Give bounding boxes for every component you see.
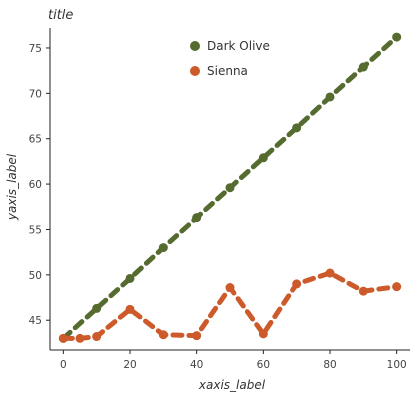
axes: 45 50 55 60 65 70 75 0 20 40 60 80 100 bbox=[29, 28, 410, 371]
data-point-sienna bbox=[292, 279, 302, 289]
x-tick-label: 80 bbox=[323, 359, 336, 371]
y-tick-label: 65 bbox=[29, 134, 42, 146]
data-point-dark-olive bbox=[258, 153, 268, 163]
data-point-sienna bbox=[225, 283, 235, 293]
series-line-sienna bbox=[60, 270, 400, 341]
y-tick-label: 75 bbox=[29, 43, 42, 55]
data-point-sienna bbox=[75, 333, 85, 343]
y-axis-label: yaxis_label bbox=[5, 153, 19, 221]
x-tick-label: 60 bbox=[257, 359, 270, 371]
x-axis-label: xaxis_label bbox=[198, 378, 266, 392]
data-point-dark-olive bbox=[125, 273, 135, 283]
data-point-dark-olive bbox=[292, 123, 302, 133]
y-tick-label: 50 bbox=[29, 270, 42, 282]
y-tick-label: 60 bbox=[29, 179, 42, 191]
x-tick-label: 40 bbox=[190, 359, 203, 371]
data-point-sienna bbox=[258, 329, 268, 339]
data-point-sienna bbox=[192, 331, 202, 341]
data-point-dark-olive bbox=[92, 303, 102, 313]
data-point-dark-olive bbox=[358, 62, 368, 72]
data-point-dark-olive bbox=[192, 213, 202, 223]
series-layer bbox=[58, 32, 402, 343]
y-tick-label: 45 bbox=[29, 315, 42, 327]
y-tick-label: 70 bbox=[29, 88, 42, 100]
data-point-dark-olive bbox=[158, 243, 168, 253]
data-point-sienna bbox=[392, 282, 402, 292]
chart-title: title bbox=[48, 8, 73, 23]
y-tick-label: 55 bbox=[29, 224, 42, 236]
legend-swatch-sienna bbox=[190, 66, 200, 76]
legend-swatch-dark-olive bbox=[190, 41, 200, 51]
data-point-sienna bbox=[58, 333, 68, 343]
data-point-sienna bbox=[92, 332, 102, 342]
legend: Dark Olive Sienna bbox=[190, 39, 270, 78]
data-point-dark-olive bbox=[325, 92, 335, 102]
x-tick-label: 20 bbox=[123, 359, 136, 371]
x-tick-label: 0 bbox=[60, 359, 67, 371]
data-point-dark-olive bbox=[392, 32, 402, 42]
x-tick-label: 100 bbox=[387, 359, 407, 371]
legend-label-sienna: Sienna bbox=[207, 64, 248, 78]
legend-label-dark-olive: Dark Olive bbox=[207, 39, 270, 53]
data-point-sienna bbox=[158, 330, 168, 340]
data-point-dark-olive bbox=[225, 183, 235, 193]
data-point-sienna bbox=[358, 286, 368, 296]
data-point-sienna bbox=[125, 304, 135, 314]
data-point-sienna bbox=[325, 268, 335, 278]
